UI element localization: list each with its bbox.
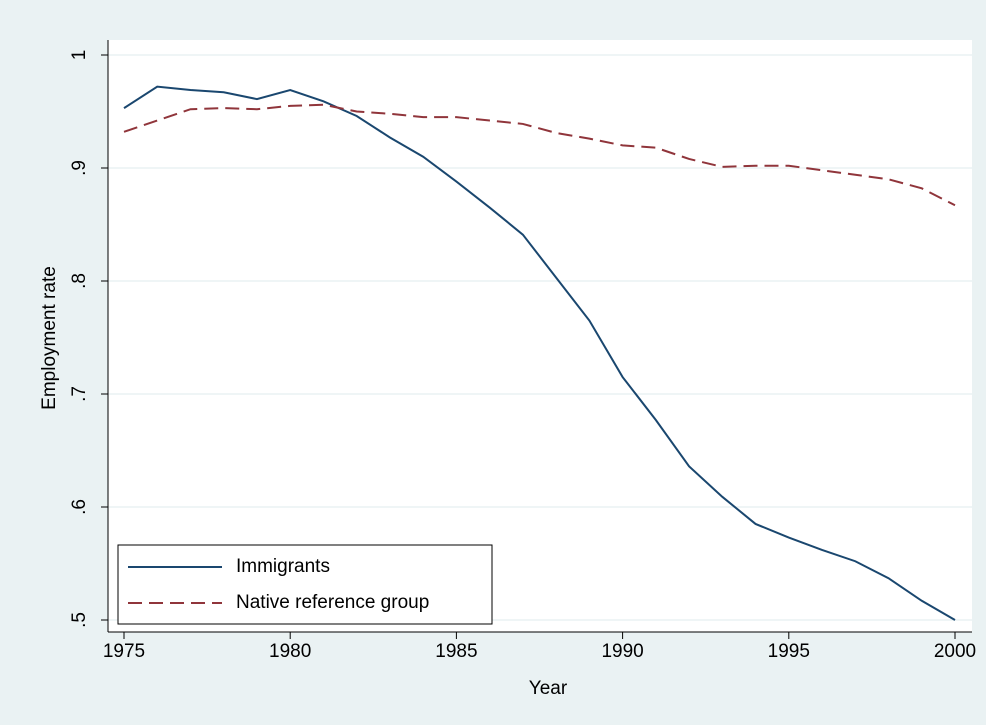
x-tick-label: 2000 bbox=[934, 641, 976, 662]
data-line bbox=[123, 103, 956, 207]
legend: Immigrants Native reference group bbox=[117, 544, 493, 625]
y-tick-label: .9 bbox=[69, 160, 90, 176]
y-tick-label: .5 bbox=[69, 612, 90, 628]
x-tick-label: 1980 bbox=[269, 641, 311, 662]
x-tick-label: 1975 bbox=[103, 641, 145, 662]
legend-label: Native reference group bbox=[236, 592, 429, 613]
y-axis-label: Employment rate bbox=[39, 266, 60, 410]
legend-box bbox=[117, 544, 493, 625]
x-tick-label: 1995 bbox=[768, 641, 810, 662]
x-tick-label: 1990 bbox=[601, 641, 643, 662]
y-tick-label: .7 bbox=[69, 386, 90, 402]
y-tick-label: .8 bbox=[69, 273, 90, 289]
x-tick-label: 1985 bbox=[435, 641, 477, 662]
y-tick-label: .6 bbox=[69, 499, 90, 515]
y-tick-label: 1 bbox=[69, 50, 90, 61]
x-axis-label: Year bbox=[529, 678, 568, 699]
plot-area bbox=[108, 40, 972, 632]
legend-label: Immigrants bbox=[236, 556, 330, 577]
data-line bbox=[123, 85, 956, 621]
